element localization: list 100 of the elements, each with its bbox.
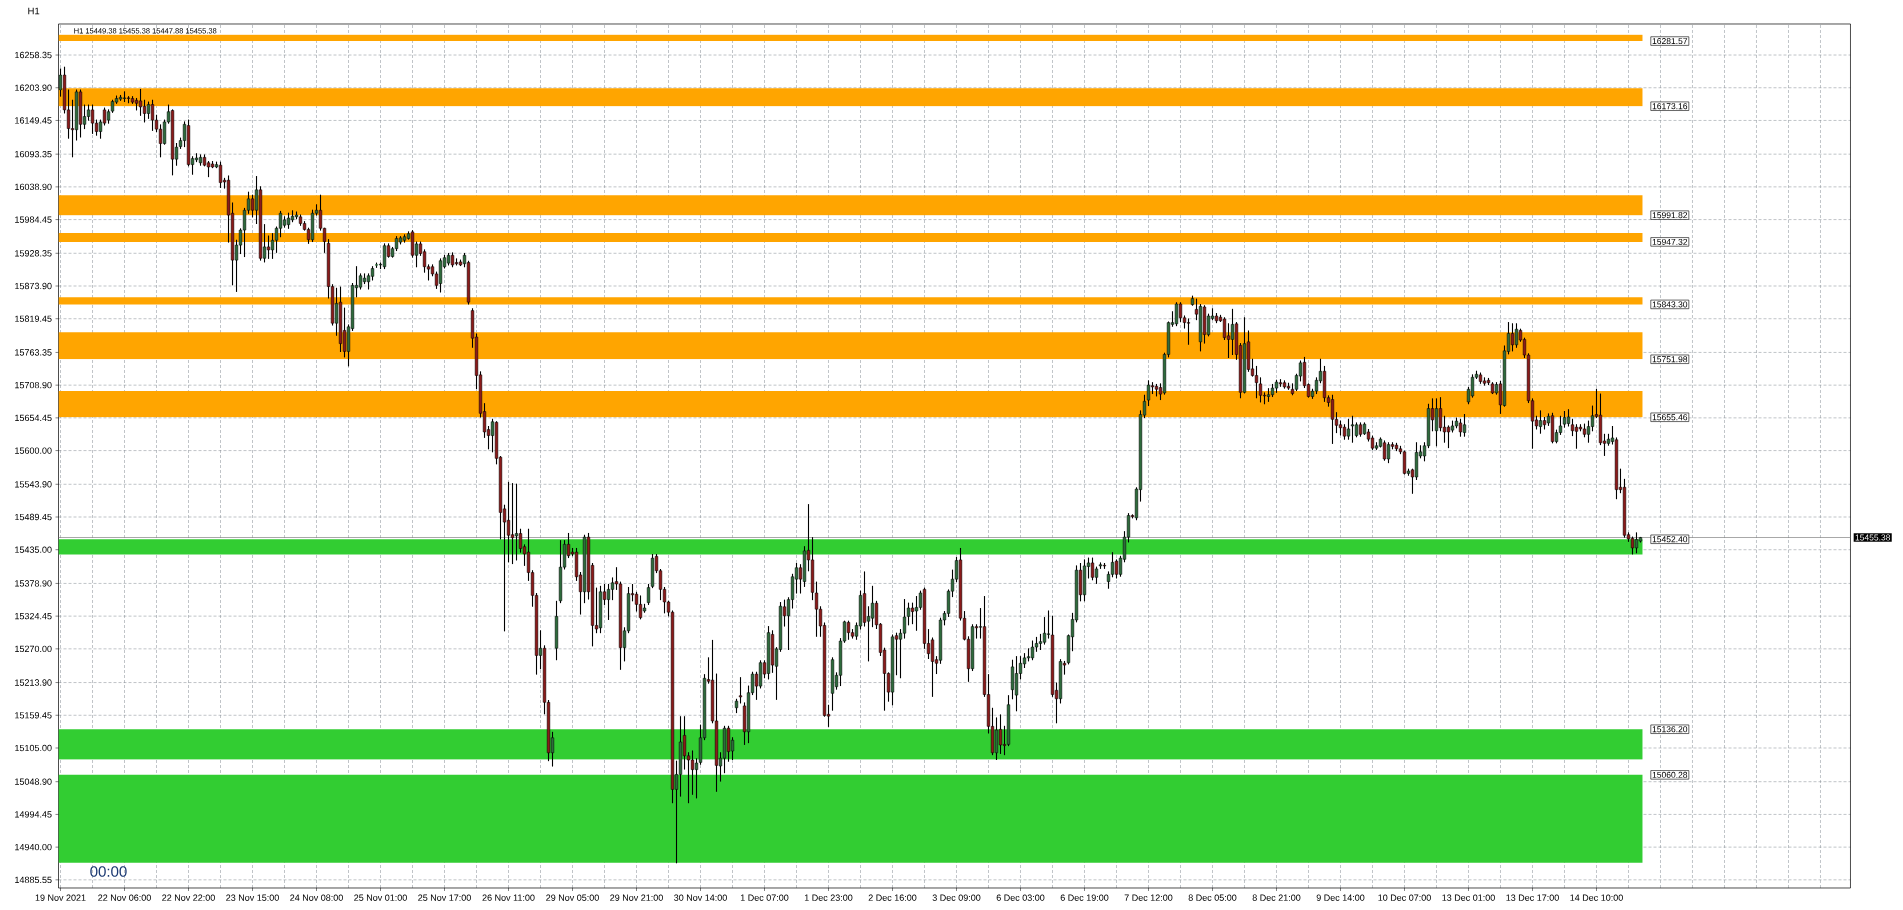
x-tick-label: 24 Nov 08:00: [290, 894, 343, 901]
candlestick: [1346, 418, 1351, 440]
y-tick-label: 15819.45: [15, 315, 52, 322]
candlestick: [142, 99, 147, 123]
y-tick-label: 14885.55: [15, 876, 52, 884]
y-tick-label: 15708.90: [15, 381, 52, 389]
x-tick-label: 23 Nov 15:00: [226, 894, 279, 901]
y-tick-label: 14940.00: [15, 843, 52, 851]
y-tick-label: 15873.90: [15, 282, 52, 290]
x-tick-label: 6 Dec 03:00: [996, 894, 1045, 901]
x-tick-label: 3 Dec 09:00: [932, 894, 981, 901]
y-tick-label: 16149.45: [15, 117, 52, 124]
candlestick: [726, 725, 731, 762]
y-tick-label: 15105.00: [15, 744, 52, 752]
candlestick: [90, 104, 95, 134]
band-label: 15751.98: [1652, 356, 1688, 363]
candlestick: [510, 483, 515, 565]
chart-title: H1: [28, 7, 40, 15]
band-label: 15452.40: [1652, 536, 1688, 543]
candlestick: [998, 714, 1003, 754]
candlestick: [1382, 440, 1387, 461]
candlestick: [514, 483, 519, 561]
candlestick: [266, 235, 271, 259]
candlestick: [1350, 415, 1355, 443]
x-tick-label: 13 Dec 01:00: [1442, 894, 1495, 901]
candlestick: [1514, 323, 1519, 348]
y-tick-label: 15600.00: [15, 447, 52, 454]
band-label: 15136.20: [1652, 726, 1688, 733]
annotation: 00:00: [90, 866, 127, 877]
band-label: 16281.57: [1652, 38, 1688, 45]
candlestick: [438, 258, 443, 293]
band-label: 15947.32: [1652, 238, 1688, 245]
band-label: 16173.16: [1652, 103, 1688, 110]
candlestick: [1634, 532, 1639, 554]
y-tick-label: 15435.00: [15, 546, 52, 553]
x-tick-label: 22 Nov 06:00: [98, 894, 151, 901]
candlestick: [1230, 308, 1235, 355]
candlestick: [1446, 425, 1451, 449]
y-tick-label: 16203.90: [15, 84, 52, 91]
x-tick-label: 30 Nov 14:00: [674, 894, 727, 901]
x-tick-label: 29 Nov 05:00: [546, 894, 599, 901]
candlestick: [1386, 442, 1391, 464]
y-tick-label: 15270.00: [15, 645, 52, 653]
y-tick-label: 15378.90: [15, 580, 52, 587]
candlestick: [846, 620, 851, 640]
x-tick-label: 2 Dec 16:00: [868, 894, 917, 901]
y-tick-label: 15928.35: [15, 250, 52, 257]
y-tick-label: 15489.45: [15, 513, 52, 521]
candlestick: [150, 99, 155, 131]
x-tick-label: 14 Dec 10:00: [1570, 894, 1623, 901]
x-tick-label: 6 Dec 19:00: [1060, 894, 1109, 901]
y-tick-label: 16093.35: [15, 150, 52, 158]
x-tick-label: 25 Nov 01:00: [354, 894, 407, 901]
y-tick-label: 15543.90: [15, 481, 52, 488]
x-tick-label: 8 Dec 21:00: [1252, 894, 1301, 901]
candlestick: [1186, 318, 1191, 345]
band-label: 15655.46: [1652, 414, 1688, 421]
candlestick: [382, 243, 387, 270]
x-tick-label: 1 Dec 07:00: [740, 894, 789, 901]
band-label: 15060.28: [1652, 771, 1688, 778]
y-tick-label: 15159.45: [15, 712, 52, 719]
x-tick-label: 29 Nov 21:00: [610, 894, 663, 901]
candlestick: [1438, 397, 1443, 432]
x-tick-label: 7 Dec 12:00: [1124, 894, 1173, 901]
y-tick-label: 15324.45: [15, 612, 52, 620]
y-tick-label: 16258.35: [15, 51, 52, 59]
candlestick: [1330, 394, 1335, 444]
y-tick-label: 14994.45: [15, 811, 52, 818]
x-tick-label: 10 Dec 07:00: [1378, 894, 1431, 901]
candlestick: [1510, 323, 1515, 352]
x-tick-label: 9 Dec 14:00: [1316, 894, 1365, 901]
candlestick: [1090, 557, 1095, 581]
candlestick: [910, 602, 915, 625]
candlestick: [1434, 398, 1439, 447]
candlestick: [994, 717, 999, 760]
x-tick-label: 22 Nov 22:00: [162, 894, 215, 901]
candlestick: [278, 210, 283, 238]
y-tick-label: 15984.45: [15, 216, 52, 223]
candlestick: [1014, 656, 1019, 712]
candlestick: [638, 595, 643, 620]
candlestick: [218, 161, 223, 188]
x-tick-label: 25 Nov 17:00: [418, 894, 471, 901]
ref-line-label: 15455.38: [1855, 534, 1891, 541]
y-tick-label: 15048.90: [15, 778, 52, 785]
band-label: 15843.30: [1652, 301, 1688, 308]
x-tick-label: 1 Dec 23:00: [804, 894, 853, 901]
candlestick: [1462, 413, 1467, 437]
candlestick: [1030, 640, 1035, 661]
y-tick-label: 15654.45: [15, 414, 52, 422]
x-tick-label: 19 Nov 2021: [35, 894, 86, 901]
x-tick-label: 8 Dec 05:00: [1188, 894, 1237, 901]
y-tick-label: 15213.90: [15, 679, 52, 686]
candlestick: [1538, 410, 1543, 434]
candlestick: [1174, 302, 1179, 327]
band-label: 15991.82: [1652, 212, 1688, 219]
y-tick-label: 15763.35: [15, 349, 52, 356]
candlestick: [1402, 450, 1407, 475]
candlestick: [738, 677, 743, 704]
x-tick-label: 13 Dec 17:00: [1506, 894, 1559, 901]
y-tick-label: 16038.90: [15, 183, 52, 191]
